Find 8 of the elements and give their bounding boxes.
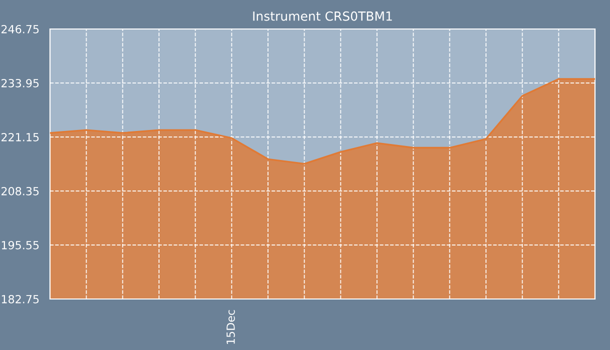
chart-title: Instrument CRS0TBM1 [253, 11, 392, 21]
y-tick-label: 182.75 [2, 294, 39, 304]
y-tick-label: 195.55 [2, 240, 39, 250]
y-tick-label: 208.35 [2, 186, 39, 196]
y-tick-label: 246.75 [2, 24, 39, 34]
y-tick-label: 233.95 [2, 78, 39, 88]
y-tick-label: 221.15 [2, 132, 39, 142]
x-tick-label: 15Dec [226, 310, 235, 344]
